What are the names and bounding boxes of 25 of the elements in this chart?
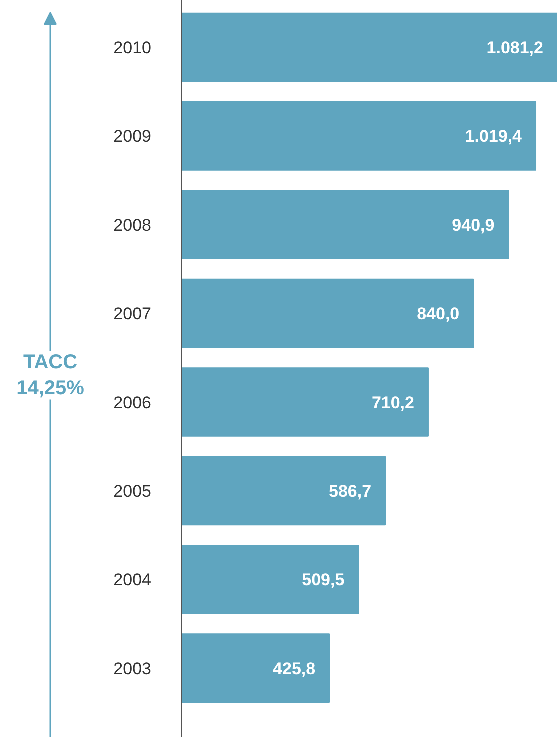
data-label: 509,5 — [302, 570, 345, 590]
data-label: 1.081,2 — [486, 38, 544, 58]
y-tick-label: 2003 — [114, 659, 152, 678]
bar — [182, 12, 557, 82]
y-tick-label: 2005 — [114, 482, 152, 501]
text: TACC 14,25% — [16, 351, 85, 400]
data-label: 1.019,4 — [465, 127, 523, 146]
data-label: 840,0 — [417, 304, 460, 324]
y-tick-label: 2009 — [114, 127, 152, 146]
y-tick-label: 2007 — [114, 304, 152, 324]
y-tick-label: 2006 — [114, 393, 152, 412]
bar — [182, 456, 386, 526]
bar — [182, 190, 510, 260]
data-label: 710,2 — [372, 393, 414, 412]
data-label: 425,8 — [273, 659, 316, 678]
bar — [182, 102, 537, 171]
data-label: 586,7 — [328, 482, 372, 501]
data-label: 940,9 — [452, 216, 495, 235]
bar — [182, 278, 474, 348]
y-tick-label: 2004 — [114, 570, 152, 590]
bar — [182, 634, 330, 703]
y-tick-label: 2010 — [114, 38, 152, 58]
bar — [182, 368, 429, 437]
y-tick-label: 2008 — [114, 216, 152, 235]
bar — [182, 544, 360, 614]
